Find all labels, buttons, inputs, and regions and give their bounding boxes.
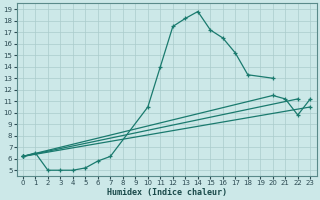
X-axis label: Humidex (Indice chaleur): Humidex (Indice chaleur) xyxy=(107,188,227,197)
